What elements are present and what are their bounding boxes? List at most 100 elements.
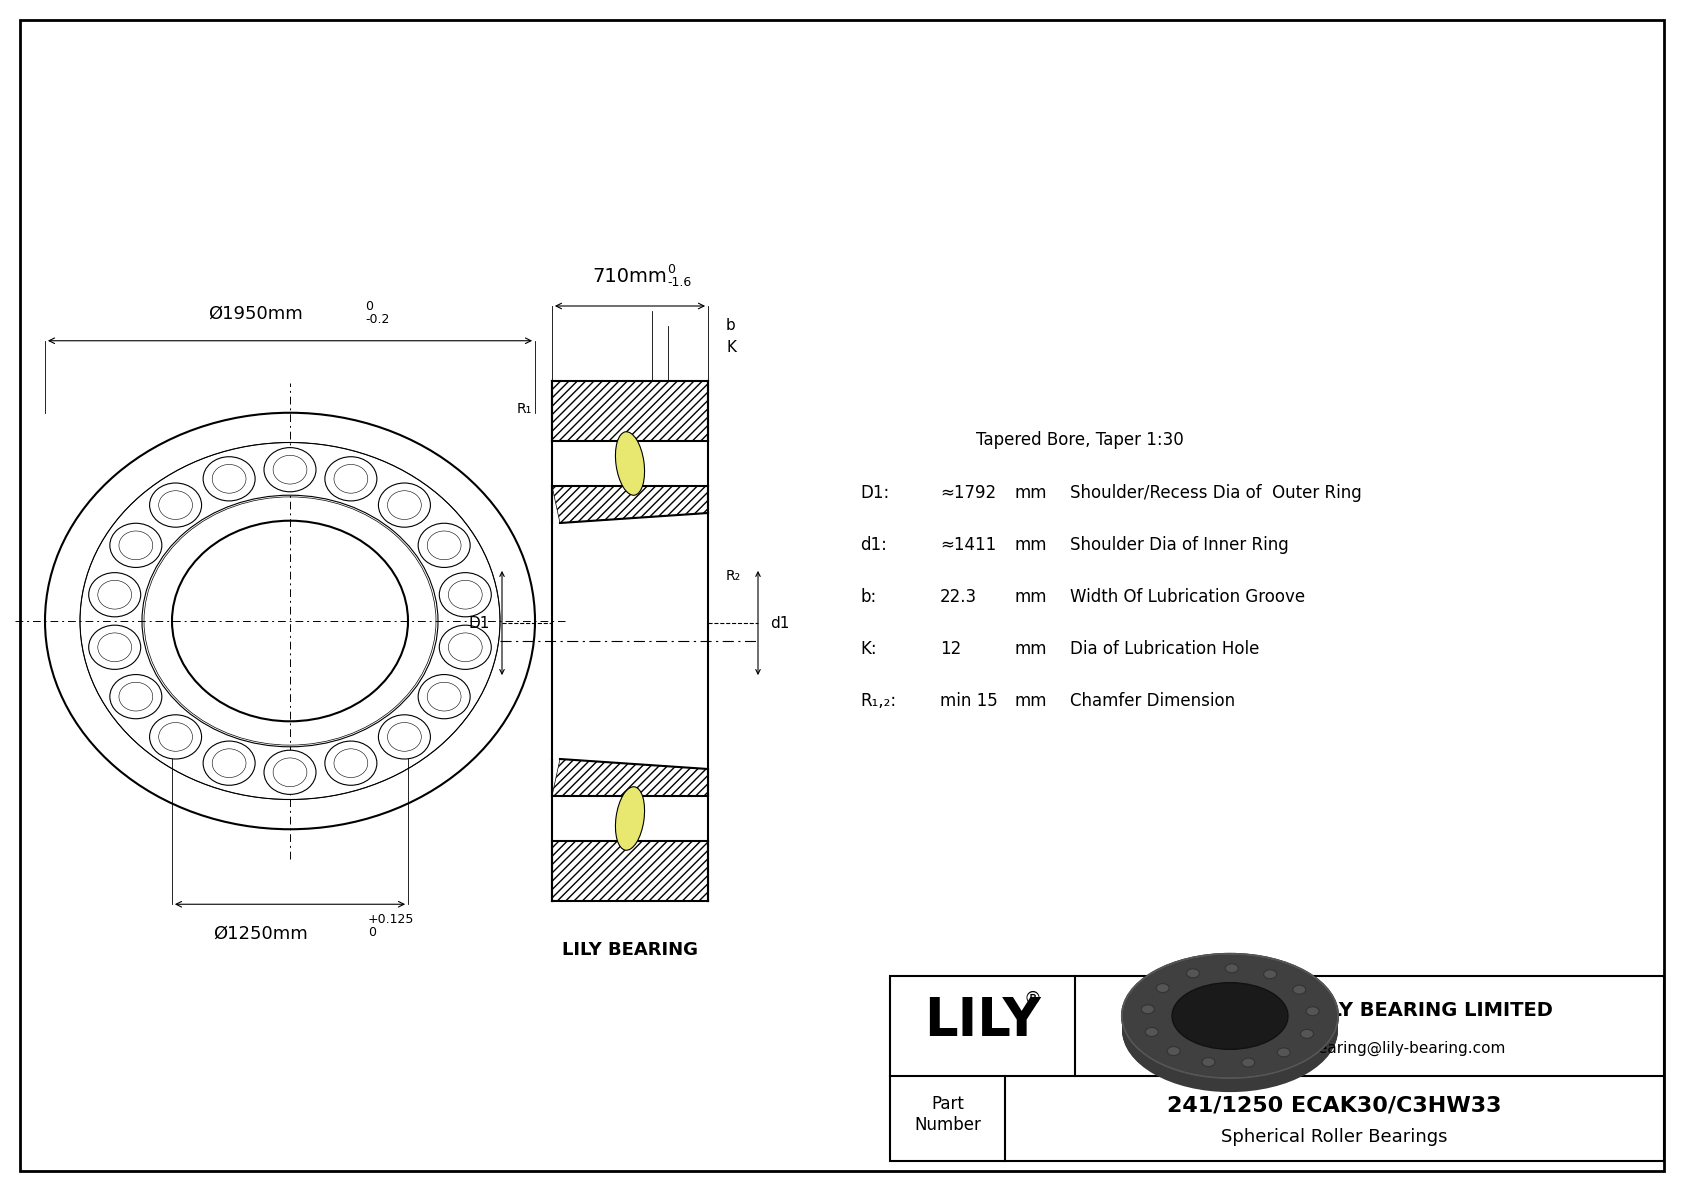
Text: Shoulder/Recess Dia of  Outer Ring: Shoulder/Recess Dia of Outer Ring bbox=[1069, 484, 1362, 501]
Ellipse shape bbox=[1293, 985, 1305, 994]
Ellipse shape bbox=[1172, 983, 1288, 1049]
Text: Email: lilybearing@lily-bearing.com: Email: lilybearing@lily-bearing.com bbox=[1234, 1041, 1505, 1055]
Ellipse shape bbox=[615, 432, 645, 495]
Ellipse shape bbox=[1172, 996, 1288, 1062]
Text: b: b bbox=[726, 318, 736, 333]
Text: R₂: R₂ bbox=[726, 569, 741, 584]
Ellipse shape bbox=[325, 456, 377, 501]
Ellipse shape bbox=[1172, 994, 1288, 1061]
Ellipse shape bbox=[1122, 956, 1339, 1081]
Ellipse shape bbox=[1172, 991, 1288, 1058]
Ellipse shape bbox=[1167, 1047, 1180, 1055]
Ellipse shape bbox=[1122, 964, 1339, 1089]
Text: Ø1950mm: Ø1950mm bbox=[207, 305, 303, 323]
Text: mm: mm bbox=[1015, 484, 1047, 501]
Text: Shoulder Dia of Inner Ring: Shoulder Dia of Inner Ring bbox=[1069, 536, 1288, 554]
Ellipse shape bbox=[204, 741, 254, 785]
Text: K:: K: bbox=[861, 640, 877, 657]
Text: b:: b: bbox=[861, 588, 876, 606]
Ellipse shape bbox=[150, 715, 202, 759]
Ellipse shape bbox=[1187, 968, 1199, 978]
Ellipse shape bbox=[1276, 1048, 1290, 1056]
Ellipse shape bbox=[379, 484, 431, 528]
Ellipse shape bbox=[1122, 966, 1339, 1091]
Ellipse shape bbox=[109, 674, 162, 718]
Ellipse shape bbox=[1172, 986, 1288, 1053]
Text: 0: 0 bbox=[369, 927, 376, 940]
Ellipse shape bbox=[264, 448, 317, 492]
Text: D1: D1 bbox=[468, 616, 490, 630]
Text: 241/1250 ECAK30/C3HW33: 241/1250 ECAK30/C3HW33 bbox=[1167, 1096, 1502, 1116]
Ellipse shape bbox=[1172, 990, 1288, 1056]
Text: mm: mm bbox=[1015, 588, 1047, 606]
Ellipse shape bbox=[1122, 960, 1339, 1084]
Ellipse shape bbox=[1122, 962, 1339, 1086]
Ellipse shape bbox=[1122, 954, 1339, 1079]
Ellipse shape bbox=[1202, 1058, 1214, 1067]
Text: LILY BEARING: LILY BEARING bbox=[562, 941, 697, 959]
Ellipse shape bbox=[1122, 966, 1339, 1090]
Bar bbox=[891, 975, 1664, 1161]
Text: R₁: R₁ bbox=[517, 403, 532, 416]
Ellipse shape bbox=[1122, 954, 1339, 1078]
Text: 710mm: 710mm bbox=[593, 267, 667, 286]
Ellipse shape bbox=[1172, 987, 1288, 1054]
Ellipse shape bbox=[418, 674, 470, 718]
Ellipse shape bbox=[264, 750, 317, 794]
Text: Chamfer Dimension: Chamfer Dimension bbox=[1069, 692, 1234, 710]
Ellipse shape bbox=[1142, 1005, 1154, 1014]
Text: 12: 12 bbox=[940, 640, 962, 657]
Ellipse shape bbox=[325, 741, 377, 785]
Ellipse shape bbox=[204, 456, 254, 501]
Text: mm: mm bbox=[1015, 640, 1047, 657]
Text: 0: 0 bbox=[667, 263, 675, 276]
Ellipse shape bbox=[1172, 985, 1288, 1052]
Ellipse shape bbox=[1122, 959, 1339, 1083]
Ellipse shape bbox=[440, 625, 492, 669]
Ellipse shape bbox=[109, 523, 162, 567]
Ellipse shape bbox=[1172, 984, 1288, 1050]
Text: min 15: min 15 bbox=[940, 692, 997, 710]
Ellipse shape bbox=[418, 523, 470, 567]
Ellipse shape bbox=[1122, 967, 1339, 1091]
Ellipse shape bbox=[1241, 1058, 1255, 1067]
Ellipse shape bbox=[1122, 968, 1339, 1092]
Text: -1.6: -1.6 bbox=[667, 276, 690, 289]
Ellipse shape bbox=[1172, 989, 1288, 1055]
Ellipse shape bbox=[1263, 969, 1276, 979]
Ellipse shape bbox=[1172, 985, 1288, 1052]
Text: Ø1250mm: Ø1250mm bbox=[212, 924, 308, 942]
Ellipse shape bbox=[1122, 956, 1339, 1080]
Ellipse shape bbox=[1122, 965, 1339, 1089]
Text: R₁,₂:: R₁,₂: bbox=[861, 692, 896, 710]
Ellipse shape bbox=[1172, 994, 1288, 1061]
Ellipse shape bbox=[1172, 987, 1288, 1054]
Ellipse shape bbox=[1300, 1029, 1314, 1039]
Text: D1:: D1: bbox=[861, 484, 889, 501]
Text: Part
Number: Part Number bbox=[914, 1095, 982, 1134]
Text: ≈1792: ≈1792 bbox=[940, 484, 997, 501]
Text: ®: ® bbox=[1024, 990, 1041, 1008]
Text: LILY: LILY bbox=[925, 994, 1041, 1047]
Ellipse shape bbox=[1172, 992, 1288, 1059]
Ellipse shape bbox=[1122, 958, 1339, 1081]
Ellipse shape bbox=[615, 787, 645, 850]
Ellipse shape bbox=[150, 484, 202, 528]
Ellipse shape bbox=[1172, 990, 1288, 1056]
Text: +0.125: +0.125 bbox=[369, 913, 414, 927]
Ellipse shape bbox=[1172, 983, 1288, 1049]
Ellipse shape bbox=[1172, 993, 1288, 1060]
Ellipse shape bbox=[1122, 959, 1339, 1084]
Text: ≈1411: ≈1411 bbox=[940, 536, 997, 554]
Text: mm: mm bbox=[1015, 692, 1047, 710]
Ellipse shape bbox=[440, 573, 492, 617]
Text: SHANGHAI LILY BEARING LIMITED: SHANGHAI LILY BEARING LIMITED bbox=[1187, 1002, 1553, 1021]
Ellipse shape bbox=[1226, 964, 1238, 973]
Ellipse shape bbox=[379, 715, 431, 759]
Text: -0.2: -0.2 bbox=[365, 313, 389, 326]
Ellipse shape bbox=[1307, 1006, 1319, 1016]
Text: mm: mm bbox=[1015, 536, 1047, 554]
Ellipse shape bbox=[1172, 992, 1288, 1059]
Ellipse shape bbox=[89, 625, 141, 669]
Ellipse shape bbox=[1122, 964, 1339, 1087]
